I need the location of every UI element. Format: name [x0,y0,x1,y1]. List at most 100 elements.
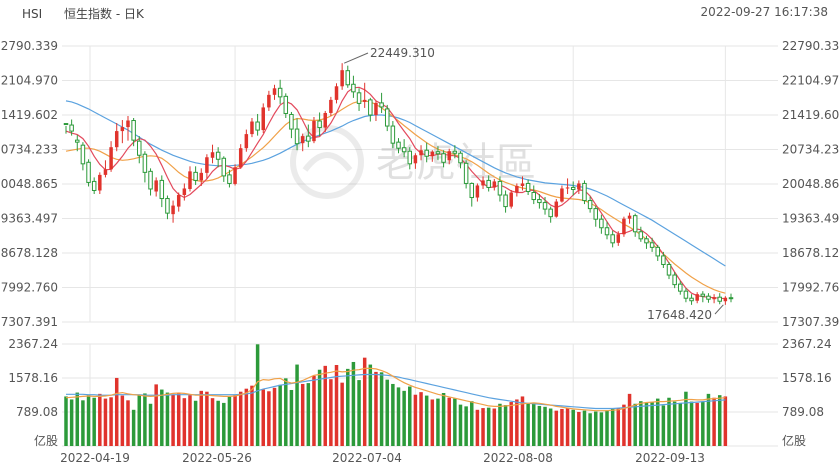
volume-bar [481,408,485,446]
volume-bar [582,410,587,446]
volume-bar [126,400,130,446]
volume-bar [176,392,181,446]
volume-bar [216,400,220,446]
candle-body-up [520,183,525,186]
candle-body-down [396,141,401,149]
price-tick-label-left: 20048.865 [0,177,58,191]
volume-bar [98,393,102,446]
volume-bar [238,391,243,446]
candle-body-up [430,151,435,157]
volume-bar [233,395,237,446]
volume-bar [300,383,305,446]
candle-body-down [531,192,537,201]
volume-bar [244,388,249,446]
volume-bar [532,402,536,446]
volume-ma10-line [66,373,726,410]
price-tick-label-right: 20048.865 [782,177,840,191]
volume-bar [678,402,683,446]
candle-body-down [683,290,689,299]
candle-body-down [672,274,677,286]
candle-body-down [148,170,153,190]
volume-bar [329,379,333,446]
candle-body-up [475,185,480,198]
candle-body-up [515,185,519,193]
candle-body-down [294,128,300,145]
candle-body-down [706,295,711,300]
candle-body-up [712,297,716,300]
volume-bar [69,399,74,446]
candle-body-down [649,242,655,248]
volume-bar [689,401,694,446]
volume-bar [470,401,474,446]
volume-bar [684,391,688,446]
candle-body-up [171,205,175,215]
volume-bar [627,393,632,446]
volume-bar [509,402,513,446]
candle-body-up [244,134,249,149]
price-tick-label-left: 18678.128 [0,246,58,260]
volume-bar [227,396,232,446]
volume-bar [340,382,344,446]
volume-bar [639,401,643,446]
volume-bar [447,397,451,446]
candle-body-up [120,127,125,132]
volume-bar [261,389,265,446]
candle-body-up [272,88,277,95]
chart-title-area: HSI 恒生指数 - 日K [22,5,144,22]
volume-bar [430,399,435,446]
candle-body-up [695,294,699,301]
volume-bar [64,396,68,446]
candle-body-up [622,218,626,235]
volume-bar [131,409,136,446]
volume-bar [205,391,209,446]
candle-body-up [374,102,378,115]
volume-bar [588,413,592,446]
volume-bar [577,411,581,446]
volume-bar [86,395,91,446]
candle-body-up [109,147,113,170]
price-tick-label-right: 22790.339 [782,39,840,53]
high-annotation-label: 22449.310 [370,46,435,60]
volume-bar [402,390,406,446]
candle-body-down [469,182,475,199]
candle-body-up [340,70,344,87]
volume-bar [413,394,418,446]
candle-body-down [221,157,227,177]
candle-body-down [91,180,97,191]
volume-bar [272,387,277,446]
x-tick-label: 2022-04-19 [60,451,130,465]
volume-bar [441,393,446,446]
candle-body-down [655,246,660,257]
volume-bar [565,408,570,446]
candle-body-up [233,167,237,184]
price-tick-label-left: 19363.497 [0,212,58,226]
candle-body-down [384,108,390,127]
volume-bar [605,410,609,446]
volume-bar [424,395,429,446]
candle-body-down [486,179,491,188]
volume-bar [385,379,389,446]
volume-bar [503,405,508,446]
candle-body-down [131,120,136,141]
volume-tick-label-left: 789.08 [16,405,58,419]
candle-body-down [137,140,142,156]
price-tick-label-right: 22104.970 [782,74,840,88]
candle-body-up [250,121,254,135]
candle-body-down [593,208,598,220]
candle-body-down [604,227,610,236]
candle-body-down [700,293,706,297]
volume-bar [492,408,497,446]
candle-body-up [492,181,497,188]
watermark-arc [302,152,353,172]
volume-bar [148,403,153,446]
candle-body-up [126,120,130,128]
candle-body-down [689,297,694,302]
volume-bar [295,364,299,446]
candle-body-down [463,162,469,184]
volume-bar [199,390,204,446]
volume-bar [560,408,564,446]
volume-bar [695,402,699,446]
volume-bar [120,395,125,446]
volume-bar [526,403,530,446]
volume-tick-label-right: 1578.16 [782,371,832,385]
